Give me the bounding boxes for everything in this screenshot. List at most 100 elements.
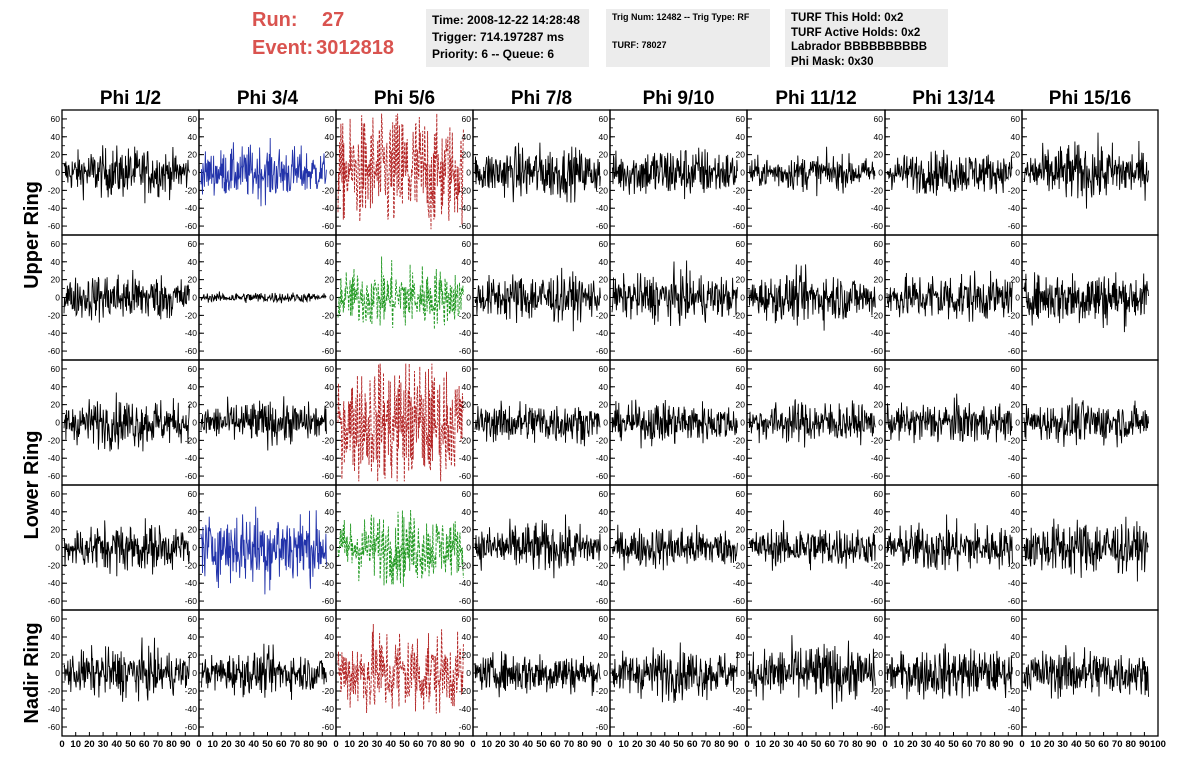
y-tick-label: -20	[733, 435, 746, 445]
y-tick-label: -60	[322, 221, 335, 231]
y-tick-label: 0	[192, 168, 197, 178]
x-tick-label: 60	[825, 739, 836, 750]
x-tick-label: 10	[207, 739, 218, 750]
y-tick-label: -20	[596, 686, 609, 696]
y-tick-label: 0	[878, 543, 883, 553]
y-tick-label: -20	[1008, 435, 1021, 445]
waveform-trace	[1023, 516, 1149, 582]
y-tick-label: -20	[322, 560, 335, 570]
waveform-trace	[474, 514, 601, 579]
waveform-panel: 60 40 20 0 -20 -40 -60	[322, 609, 474, 737]
waveform-trace	[886, 643, 1013, 700]
run-label: Run:	[252, 9, 298, 31]
waveform-panel: 60 40 20 0 -20 -40 -60	[871, 609, 1023, 737]
x-tick-label: 90	[728, 739, 739, 750]
x-tick-label: 40	[935, 739, 946, 750]
y-tick-label: 60	[874, 114, 884, 124]
y-tick-label: -20	[733, 310, 746, 320]
column-header: Phi 13/14	[912, 88, 995, 109]
x-tick-label: 50	[399, 739, 410, 750]
x-tick-label: 90	[591, 739, 602, 750]
y-tick-label: 40	[736, 632, 746, 642]
y-tick-label: -20	[596, 435, 609, 445]
y-tick-label: 40	[188, 132, 198, 142]
waveform-panel: 60 40 20 0 -20 -40 -60	[1008, 109, 1159, 236]
waveform-trace	[886, 270, 1013, 322]
y-tick-label: -60	[596, 596, 609, 606]
y-tick-label: -20	[1008, 185, 1021, 195]
y-tick-label: 20	[51, 400, 61, 410]
waveform-panel: 60 40 20 0 -20 -40 -60	[1008, 359, 1159, 486]
y-tick-label: 40	[325, 257, 335, 267]
y-tick-label: 60	[51, 489, 61, 499]
waveform-trace	[337, 363, 464, 482]
y-tick-label: 0	[466, 168, 471, 178]
y-tick-label: 40	[736, 132, 746, 142]
y-tick-label: 20	[874, 275, 884, 285]
waveform-panel: 60 40 20 0 -20 -40 -60	[185, 609, 337, 737]
y-tick-label: -40	[322, 328, 335, 338]
y-tick-label: 60	[1011, 489, 1021, 499]
y-tick-label: 60	[188, 239, 198, 249]
y-tick-label: 0	[55, 293, 60, 303]
y-tick-label: 0	[466, 543, 471, 553]
waveform-trace	[1023, 272, 1149, 333]
y-tick-label: 60	[874, 489, 884, 499]
waveform-trace	[886, 514, 1013, 572]
y-tick-label: 20	[1011, 400, 1021, 410]
y-tick-label: -40	[185, 203, 198, 213]
y-tick-label: 20	[1011, 150, 1021, 160]
x-tick-label: 90	[180, 739, 191, 750]
y-tick-label: -20	[48, 310, 61, 320]
y-tick-label: 60	[462, 489, 472, 499]
waveform-trace	[63, 145, 190, 204]
x-tick-label: 80	[1126, 739, 1137, 750]
x-tick-label: 30	[646, 739, 657, 750]
y-tick-label: -40	[322, 578, 335, 588]
x-tick-label: 80	[989, 739, 1000, 750]
y-tick-label: -40	[185, 578, 198, 588]
y-tick-label: -20	[322, 310, 335, 320]
y-tick-label: 60	[736, 239, 746, 249]
waveform-panel: 60 40 20 0 -20 -40 -60	[596, 359, 748, 486]
x-tick-label: 70	[701, 739, 712, 750]
x-tick-label: 0	[333, 739, 338, 750]
waveform-panel: 60 40 20 0 -20 -40 -60	[596, 609, 748, 737]
x-tick-label: 80	[714, 739, 725, 750]
y-tick-label: -20	[459, 560, 472, 570]
waveform-trace	[63, 637, 190, 702]
y-tick-label: -60	[871, 596, 884, 606]
column-header: Phi 7/8	[511, 88, 572, 109]
y-tick-label: -40	[733, 328, 746, 338]
y-tick-label: 40	[462, 507, 472, 517]
y-tick-label: 0	[878, 293, 883, 303]
y-tick-label: -20	[871, 310, 884, 320]
waveform-trace	[1023, 397, 1149, 448]
y-tick-label: 40	[325, 632, 335, 642]
x-tick-label: 0	[882, 739, 887, 750]
y-tick-label: -40	[733, 203, 746, 213]
x-tick-label: 70	[1112, 739, 1123, 750]
x-tick-label: 80	[852, 739, 863, 750]
y-tick-label: -20	[1008, 560, 1021, 570]
column-header: Phi 5/6	[374, 88, 435, 109]
y-tick-label: 60	[599, 114, 609, 124]
waveform-panel: 60 40 20 0 -20 -40 -60	[185, 109, 337, 236]
y-tick-label: -40	[596, 453, 609, 463]
x-tick-label: 20	[907, 739, 918, 750]
y-tick-label: 60	[1011, 614, 1021, 624]
y-tick-label: -40	[459, 578, 472, 588]
x-tick-label: 10	[1030, 739, 1041, 750]
y-tick-label: -20	[1008, 686, 1021, 696]
x-tick-label: 30	[235, 739, 246, 750]
waveform-panel: 60 40 20 0 -20 -40 -60	[322, 484, 474, 611]
y-tick-label: 20	[51, 650, 61, 660]
x-tick-label: 50	[811, 739, 822, 750]
x-tick-label: 70	[153, 739, 164, 750]
y-tick-label: -20	[48, 560, 61, 570]
y-tick-label: -60	[185, 346, 198, 356]
y-tick-label: 0	[192, 543, 197, 553]
x-tick-label: 10	[70, 739, 81, 750]
y-tick-label: -60	[322, 596, 335, 606]
y-tick-label: -60	[48, 596, 61, 606]
